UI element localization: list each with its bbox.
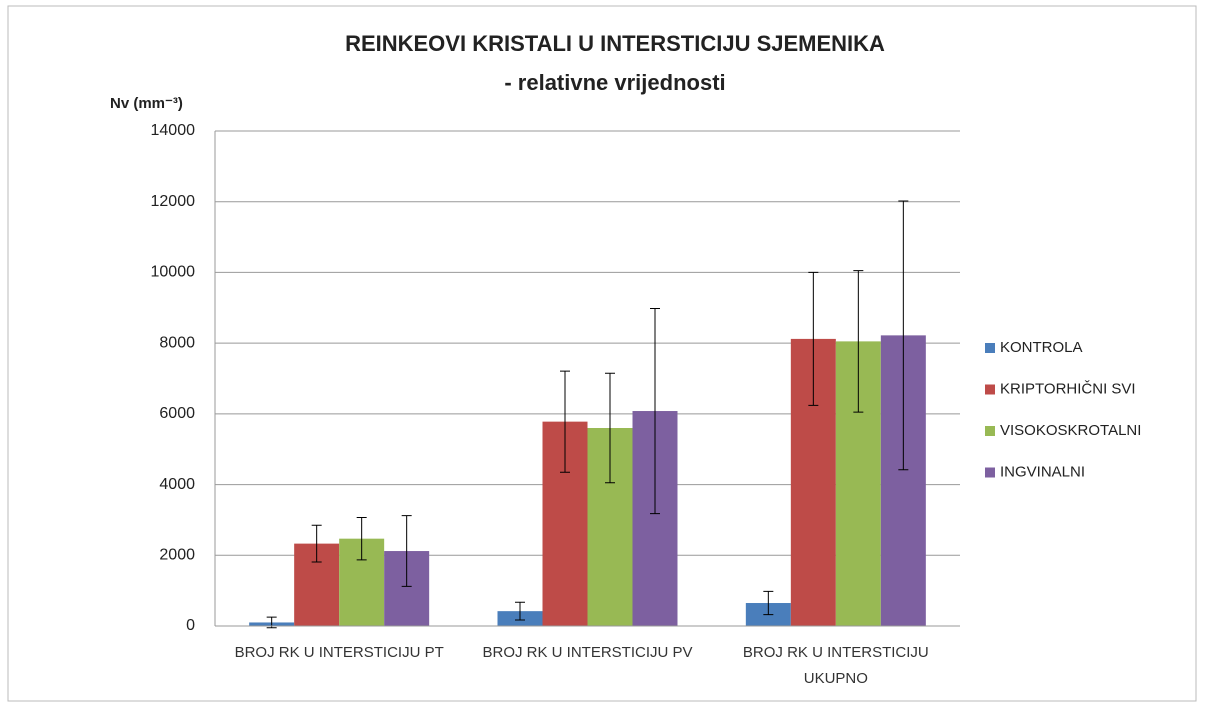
error-bar xyxy=(808,271,819,406)
legend-label: KONTROLA xyxy=(1000,339,1083,356)
error-bar xyxy=(515,601,525,621)
x-tick-label: BROJ RK U INTERSTICIJU PT xyxy=(234,644,444,661)
chart-frame xyxy=(7,5,1197,702)
y-tick-label: 0 xyxy=(186,617,195,634)
y-tick-label: 8000 xyxy=(159,334,195,351)
error-bar xyxy=(401,515,412,587)
error-bar xyxy=(763,590,774,616)
y-tick-label: 14000 xyxy=(151,122,196,139)
legend-label: INGVINALNI xyxy=(1000,463,1085,480)
x-tick-label: BROJ RK U INTERSTICIJU PV xyxy=(482,644,693,661)
error-bar xyxy=(898,200,909,471)
error-bar xyxy=(560,370,570,473)
error-bar xyxy=(650,307,660,515)
chart-title: REINKEOVI KRISTALI U INTERSTICIJU SJEMEN… xyxy=(345,31,885,56)
legend-label: KRIPTORHIČNI SVI xyxy=(1000,380,1136,397)
legend-label: VISOKOSKROTALNI xyxy=(1000,422,1141,439)
legend-swatch xyxy=(985,426,995,436)
chart-subtitle: - relativne vrijednosti xyxy=(504,70,725,95)
legend-swatch xyxy=(985,343,995,353)
error-bar xyxy=(605,372,615,484)
error-bar xyxy=(311,524,322,563)
y-tick-label: 12000 xyxy=(151,193,196,210)
legend-swatch xyxy=(985,384,995,395)
y-tick-label: 4000 xyxy=(159,476,195,493)
error-bar xyxy=(356,516,367,561)
y-tick-label: 6000 xyxy=(159,405,195,422)
x-tick-label: BROJ RK U INTERSTICIJU UKUPNO xyxy=(742,644,929,687)
y-axis-label: Nv (mm⁻³) xyxy=(110,95,183,112)
y-tick-label: 10000 xyxy=(151,264,196,281)
error-bar xyxy=(853,270,864,413)
y-tick-label: 2000 xyxy=(159,547,195,564)
legend-swatch xyxy=(985,467,995,478)
